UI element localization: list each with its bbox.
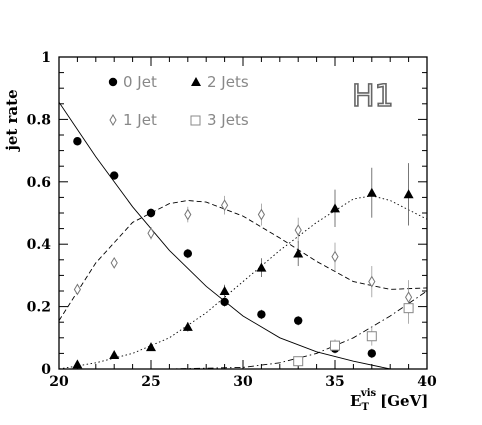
y-tick-label: 0.8 [27, 112, 51, 128]
legend-label-3-jets: 3 Jets [207, 111, 249, 129]
x-axis-title-unit: [GeV] [380, 392, 428, 410]
point-0-jet [294, 316, 303, 325]
point-1-jet [368, 275, 376, 288]
y-tick-label: 0.2 [27, 300, 51, 316]
data-markers [72, 137, 414, 369]
error-bars [77, 138, 410, 366]
legend-marker-1-jet [109, 114, 117, 126]
h1-logo: H1 [352, 79, 394, 114]
point-1-jet [257, 208, 265, 221]
x-tick-label: 30 [233, 374, 253, 390]
y-tick-label: 1 [41, 50, 51, 66]
point-2-jets [330, 203, 340, 213]
x-tick-label: 35 [325, 374, 344, 390]
point-3-jets [330, 340, 340, 351]
y-tick-label: 0.6 [27, 175, 51, 191]
point-0-jet [220, 297, 229, 307]
point-1-jet [221, 199, 229, 212]
point-0-jet [183, 249, 192, 258]
legend-marker-2-jets [191, 77, 201, 86]
x-tick-label: 20 [49, 374, 69, 390]
curve-0-jet [59, 101, 391, 369]
point-0-jet [146, 208, 156, 218]
point-1-jet [294, 224, 302, 237]
x-axis-title-sub: T [361, 402, 369, 413]
legend-label-0-jet: 0 Jet [123, 73, 157, 91]
point-0-jet [367, 349, 376, 358]
legend-label-1-jet: 1 Jet [123, 111, 157, 129]
point-2-jets [182, 321, 193, 331]
point-2-jets [219, 286, 230, 295]
legend-marker-0-jet [108, 77, 118, 87]
legend-marker-3-jets [190, 115, 201, 126]
point-2-jets [256, 262, 267, 272]
legend: 0 Jet 2 Jets 1 Jet 3 Jets [108, 73, 249, 129]
x-axis-title-sup: vis [360, 388, 377, 399]
curve-1-jet [59, 200, 427, 321]
point-2-jets [109, 349, 120, 359]
point-1-jet [110, 256, 118, 269]
x-axis-title: ETvis [GeV] [350, 388, 428, 413]
point-1-jet [73, 283, 81, 296]
x-tick-label: 25 [141, 374, 160, 390]
curve-3-jets [59, 290, 427, 369]
x-axis-title-main: E [350, 392, 361, 410]
point-2-jets [293, 248, 304, 258]
point-2-jets [72, 359, 83, 369]
y-tick-label: 0.4 [27, 237, 52, 253]
point-0-jet [73, 137, 82, 146]
point-3-jets [366, 331, 377, 342]
point-2-jets [146, 342, 156, 352]
tick-marks [58, 56, 428, 370]
point-3-jets [293, 356, 304, 367]
point-1-jet [405, 291, 413, 304]
y-axis-title: jet rate [3, 89, 21, 152]
point-3-jets [403, 303, 414, 314]
y-tick-label: 0 [41, 362, 51, 378]
point-1-jet [184, 208, 192, 221]
point-0-jet [110, 171, 119, 180]
point-1-jet [331, 250, 339, 263]
legend-label-2-jets: 2 Jets [207, 73, 249, 91]
x-tick-label: 40 [417, 374, 437, 390]
point-1-jet [147, 227, 155, 240]
point-0-jet [257, 310, 266, 319]
tick-labels: 20 25 30 35 40 0 0.2 0.4 0.6 0.8 1 [27, 50, 437, 390]
point-2-jets [403, 189, 414, 199]
point-2-jets [366, 187, 377, 197]
